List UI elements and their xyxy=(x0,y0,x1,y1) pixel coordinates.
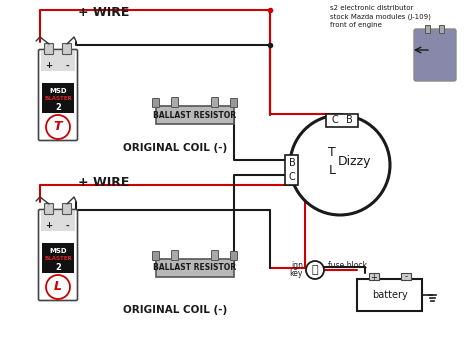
Text: MSD: MSD xyxy=(49,248,67,254)
FancyBboxPatch shape xyxy=(45,204,54,214)
Circle shape xyxy=(290,115,390,215)
Bar xyxy=(156,259,234,277)
Text: fuse block: fuse block xyxy=(328,261,367,269)
FancyBboxPatch shape xyxy=(153,252,159,261)
Text: B: B xyxy=(289,158,295,168)
Text: battery: battery xyxy=(372,290,408,300)
Text: BALLAST RESISTOR: BALLAST RESISTOR xyxy=(154,110,237,119)
Text: C: C xyxy=(289,172,295,182)
Bar xyxy=(401,273,411,280)
FancyBboxPatch shape xyxy=(38,209,78,300)
FancyBboxPatch shape xyxy=(63,204,72,214)
Bar xyxy=(42,83,74,113)
FancyBboxPatch shape xyxy=(63,44,72,55)
Text: ign: ign xyxy=(291,261,303,269)
Circle shape xyxy=(306,261,324,279)
Bar xyxy=(41,51,75,71)
Text: +: + xyxy=(46,61,53,71)
FancyBboxPatch shape xyxy=(153,99,159,107)
FancyBboxPatch shape xyxy=(38,49,78,140)
Text: L: L xyxy=(54,281,62,294)
Text: BLASTER: BLASTER xyxy=(44,256,72,262)
Bar xyxy=(326,114,358,127)
Bar xyxy=(439,25,445,33)
FancyBboxPatch shape xyxy=(211,98,219,107)
Bar xyxy=(285,155,299,185)
Text: 2: 2 xyxy=(55,104,61,113)
Text: s2 electronic distributor: s2 electronic distributor xyxy=(330,5,413,11)
Text: -: - xyxy=(404,272,408,282)
Circle shape xyxy=(46,275,70,299)
Text: 2: 2 xyxy=(55,264,61,272)
Text: MSD: MSD xyxy=(49,88,67,94)
Bar xyxy=(426,25,430,33)
Bar xyxy=(41,211,75,231)
Bar xyxy=(369,273,379,280)
Text: +: + xyxy=(46,222,53,231)
Text: ORIGINAL COIL (-): ORIGINAL COIL (-) xyxy=(123,143,227,153)
Text: ORIGINAL COIL (-): ORIGINAL COIL (-) xyxy=(123,305,227,315)
Text: stock Mazda modules (J-109): stock Mazda modules (J-109) xyxy=(330,13,431,19)
Text: BALLAST RESISTOR: BALLAST RESISTOR xyxy=(154,264,237,272)
Text: L: L xyxy=(328,163,336,177)
FancyBboxPatch shape xyxy=(172,251,179,261)
Text: + WIRE: + WIRE xyxy=(78,176,129,189)
FancyBboxPatch shape xyxy=(230,99,237,107)
FancyBboxPatch shape xyxy=(414,29,456,81)
Text: + WIRE: + WIRE xyxy=(78,5,129,18)
Text: key: key xyxy=(290,269,303,279)
Text: ⚿: ⚿ xyxy=(312,265,319,275)
Text: B: B xyxy=(346,115,352,125)
Circle shape xyxy=(46,115,70,139)
Text: C: C xyxy=(332,115,338,125)
FancyBboxPatch shape xyxy=(230,252,237,261)
FancyBboxPatch shape xyxy=(45,44,54,55)
Text: BLASTER: BLASTER xyxy=(44,97,72,102)
Bar xyxy=(42,243,74,273)
FancyBboxPatch shape xyxy=(211,251,219,261)
Text: -: - xyxy=(65,222,69,231)
Text: T: T xyxy=(54,120,62,133)
Bar xyxy=(156,106,234,124)
FancyBboxPatch shape xyxy=(172,98,179,107)
Text: Dizzy: Dizzy xyxy=(338,155,372,168)
Bar xyxy=(357,279,422,311)
Text: front of engine: front of engine xyxy=(330,22,382,28)
Text: +: + xyxy=(371,272,377,282)
Text: T: T xyxy=(328,147,336,160)
Text: -: - xyxy=(65,61,69,71)
